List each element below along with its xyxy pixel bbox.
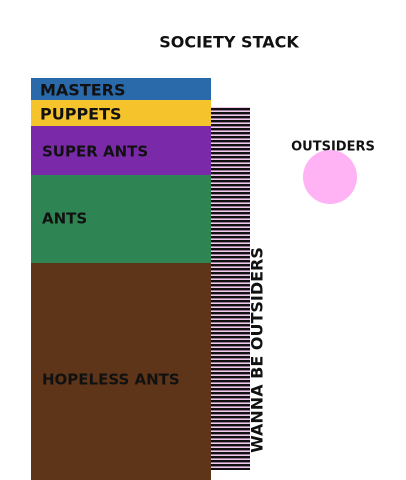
layer-masters bbox=[31, 78, 211, 100]
layer-hopeless-ants bbox=[31, 263, 211, 480]
layer-label: SUPER ANTS bbox=[42, 143, 148, 161]
layer-ants bbox=[31, 175, 211, 263]
title: SOCIETY STACK bbox=[159, 33, 299, 52]
layer-label: ANTS bbox=[42, 210, 87, 228]
layer-label: PUPPETS bbox=[40, 105, 122, 124]
outsiders-circle bbox=[303, 150, 357, 204]
layer-puppets bbox=[31, 100, 211, 126]
layer-label: HOPELESS ANTS bbox=[42, 371, 180, 389]
layer-label: MASTERS bbox=[40, 81, 126, 100]
side-bar-label: WANNA BE OUTSIDERS bbox=[248, 247, 267, 453]
layer-super-ants bbox=[31, 126, 211, 175]
striped-bar bbox=[211, 107, 250, 470]
outsiders-label: OUTSIDERS bbox=[291, 140, 375, 155]
